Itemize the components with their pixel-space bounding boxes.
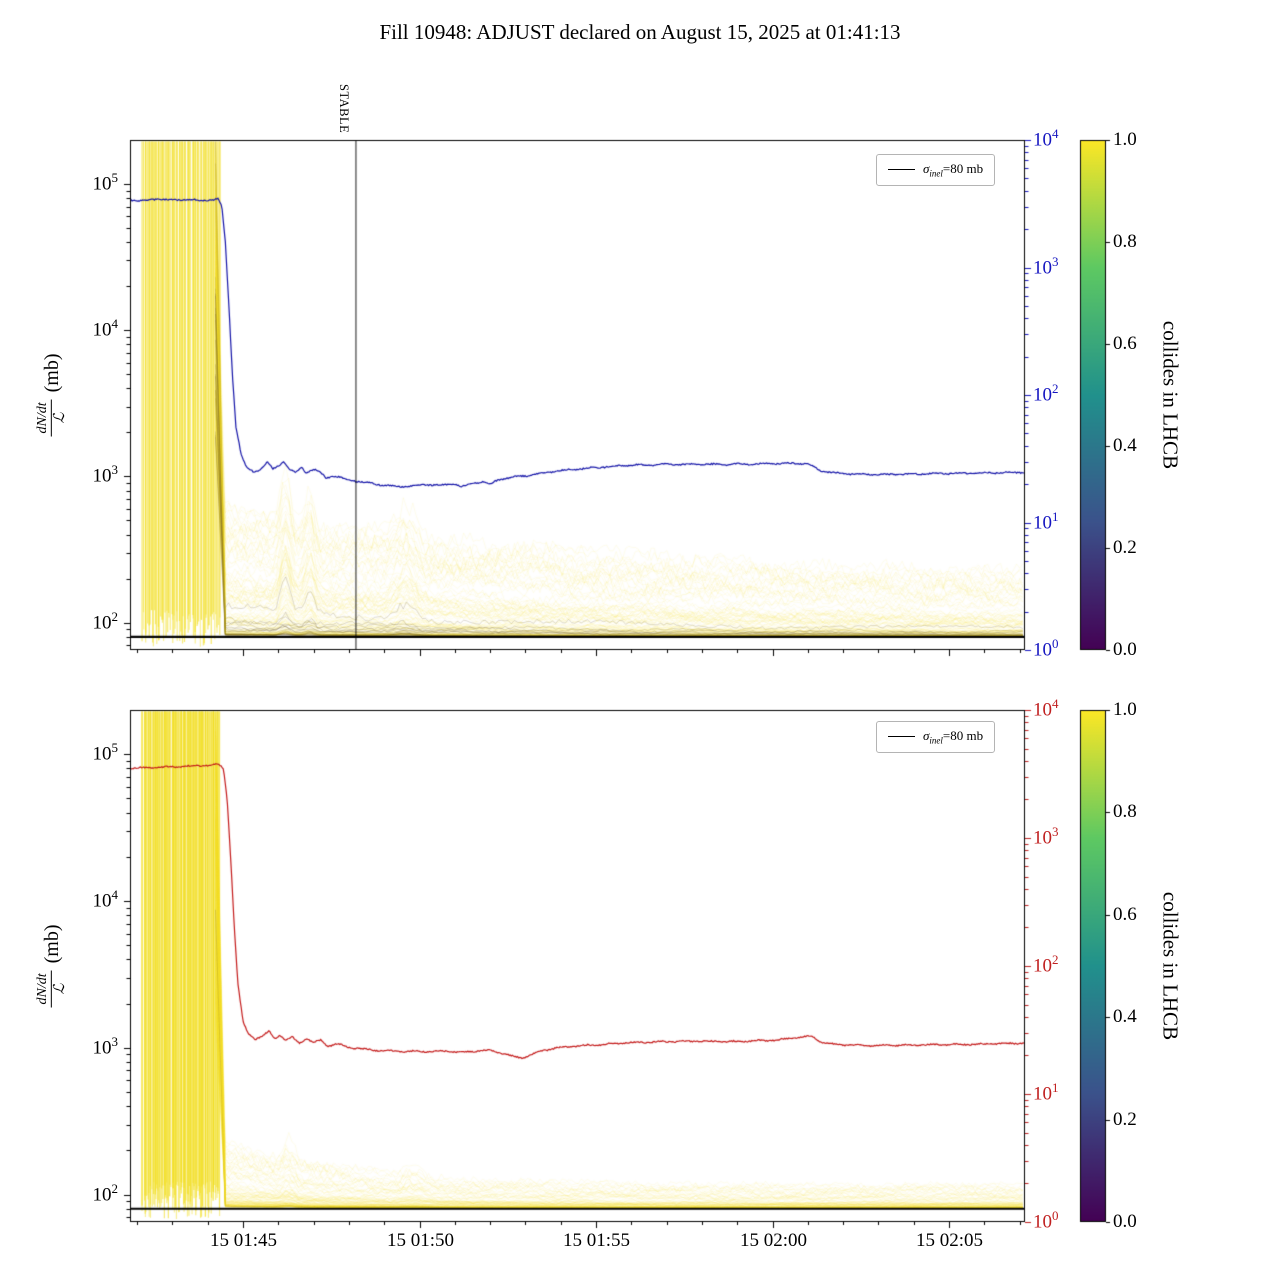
legend-value: =80 mb (942, 161, 984, 176)
y-tick-label: 105 (92, 169, 119, 194)
colorbar-tick-label: 0.0 (1113, 638, 1137, 660)
stable-marker-label: STABLE (337, 84, 351, 134)
figure-title: Fill 10948: ADJUST declared on August 15… (379, 20, 901, 44)
legend-line-sample (888, 169, 915, 171)
colorbar-tick-label: 0.8 (1113, 800, 1137, 822)
y-axis-unit: (mb) (40, 924, 63, 964)
colorbar-tick-label: 0.4 (1113, 434, 1137, 456)
colorbar-tick-label: 0.8 (1113, 230, 1137, 252)
sigma-symbol: σ (923, 728, 930, 743)
y-tick-label: 105 (92, 739, 119, 764)
sigma-symbol: σ (923, 161, 930, 176)
colorbar-label-top: collides in LHCB (1158, 320, 1183, 470)
colorbar-tick-label: 0.6 (1113, 332, 1137, 354)
y-axis-label-bottom: dN/dt ℒ (mb) (34, 924, 69, 1008)
y-axis-label-top: dN/dt ℒ (mb) (34, 353, 69, 437)
right-y-tick-label: 103 (1033, 253, 1059, 278)
right-y-tick-label: 100 (1033, 635, 1059, 660)
legend-line-sample (888, 736, 915, 738)
y-tick-label: 103 (92, 1033, 119, 1058)
colorbar-tick-label: 0.2 (1113, 1108, 1137, 1130)
y-tick-label: 102 (92, 608, 119, 633)
sigma-subscript: inel (929, 168, 943, 179)
right-y-tick-label: 104 (1033, 125, 1059, 150)
colorbar-tick-label: 0.0 (1113, 1210, 1137, 1232)
right-y-tick-label: 101 (1033, 508, 1059, 533)
right-y-tick-label: 101 (1033, 1079, 1059, 1104)
y-tick-label: 103 (92, 461, 119, 486)
colorbar-tick-label: 0.6 (1113, 903, 1137, 925)
fraction-numerator: dN/dt (34, 970, 52, 1008)
y-tick-label: 104 (92, 315, 119, 340)
colorbar-tick-label: 1.0 (1113, 128, 1137, 150)
x-tick-label: 15 01:55 (562, 1230, 631, 1251)
y-tick-label: 102 (92, 1180, 119, 1205)
fraction-denominator: ℒ (51, 412, 68, 424)
sigma-subscript: inel (929, 735, 943, 746)
x-tick-label: 15 02:00 (739, 1230, 808, 1251)
x-tick-label: 15 02:05 (915, 1230, 984, 1251)
fraction-numerator: dN/dt (34, 399, 52, 437)
x-tick-label: 15 01:50 (386, 1230, 455, 1251)
colorbar-label-bottom: collides in LHCB (1158, 891, 1183, 1041)
legend-value: =80 mb (942, 728, 984, 743)
y-axis-unit: (mb) (40, 353, 63, 393)
colorbar-tick-label: 1.0 (1113, 698, 1137, 720)
legend-bottom: σinel=80 mb (876, 721, 996, 753)
right-y-tick-label: 102 (1033, 951, 1059, 976)
right-y-tick-label: 102 (1033, 380, 1059, 405)
colorbar-tick-label: 0.2 (1113, 536, 1137, 558)
y-tick-label: 104 (92, 886, 119, 911)
legend-label: σinel=80 mb (923, 161, 983, 179)
y-axis-fraction: dN/dt ℒ (34, 970, 69, 1008)
legend-label: σinel=80 mb (923, 728, 983, 746)
legend-top: σinel=80 mb (876, 154, 996, 186)
right-y-tick-label: 103 (1033, 823, 1059, 848)
right-y-tick-label: 104 (1033, 695, 1059, 720)
colorbar-tick-label: 0.4 (1113, 1005, 1137, 1027)
fraction-denominator: ℒ (51, 983, 68, 995)
x-tick-label: 15 01:45 (209, 1230, 278, 1251)
right-y-tick-label: 100 (1033, 1207, 1059, 1232)
y-axis-fraction: dN/dt ℒ (34, 399, 69, 437)
